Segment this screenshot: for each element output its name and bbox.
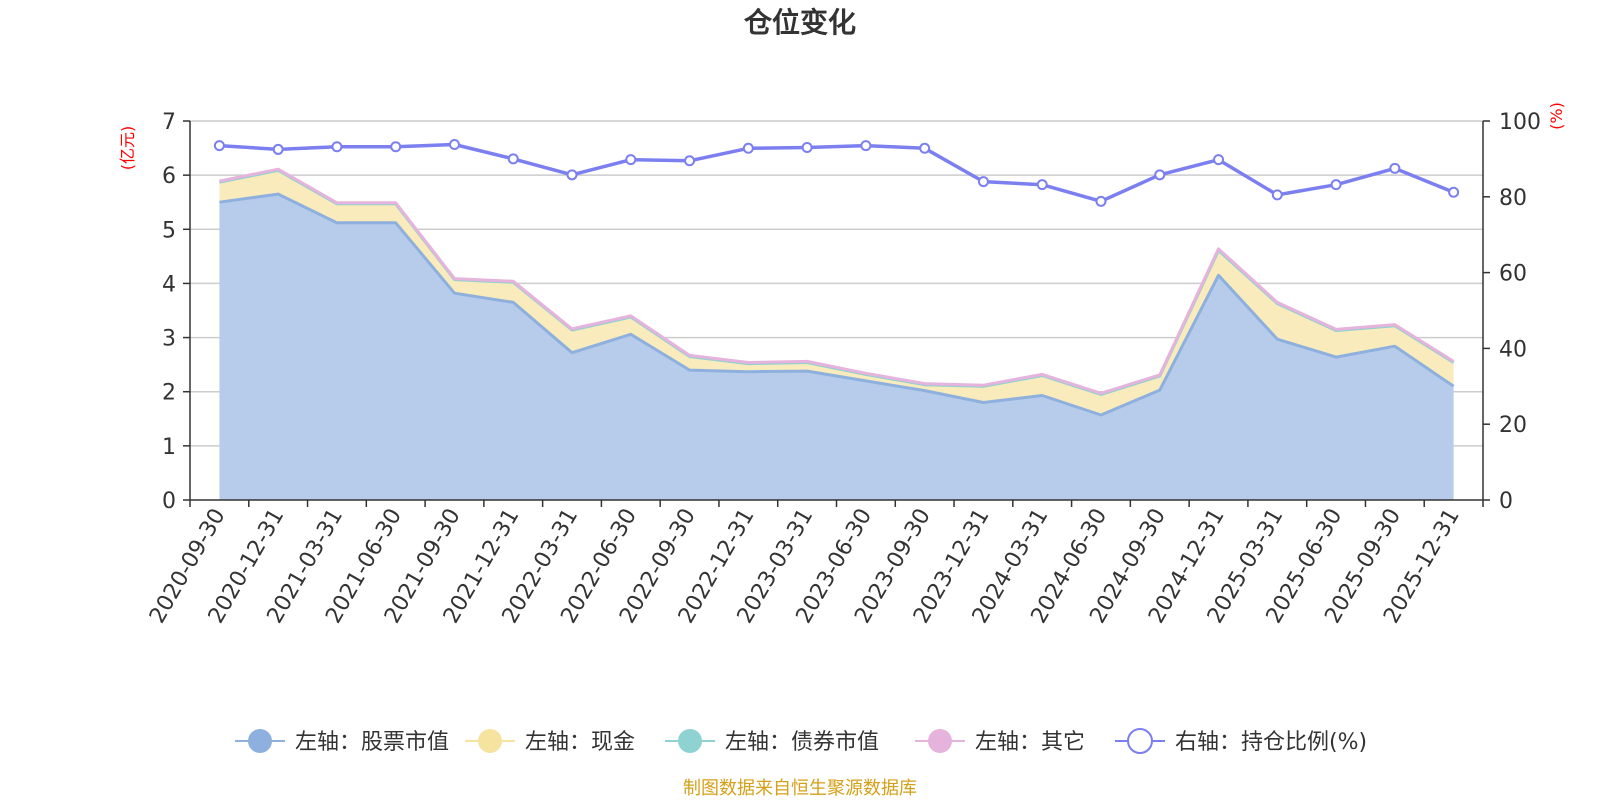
ratio-point: [272, 143, 284, 155]
ratio-point: [566, 169, 578, 181]
ratio-point: [1154, 169, 1166, 181]
left-axis-tick-label: 2: [162, 381, 176, 406]
right-axis-unit: (%): [1547, 102, 1566, 130]
left-axis-tick-label: 3: [162, 327, 176, 352]
ratio-point: [625, 154, 637, 166]
source-note: 制图数据来自恒生聚源数据库: [683, 778, 917, 799]
left-axis-tick-label: 7: [162, 110, 176, 135]
legend-label: 左轴：债券市值: [725, 730, 879, 755]
right-axis-tick-label: 60: [1499, 262, 1527, 287]
ratio-point: [977, 176, 989, 188]
right-axis-line-series: [213, 138, 1460, 207]
right-axis-tick-label: 40: [1499, 337, 1527, 362]
ratio-point: [1213, 154, 1225, 166]
ratio-point: [1389, 162, 1401, 174]
left-axis-tick-label: 5: [162, 218, 176, 243]
legend-item-5: 右轴：持仓比例(%): [1115, 728, 1367, 755]
ratio-point: [390, 141, 402, 153]
area-line-4: [219, 167, 1455, 395]
legend-marker-icon: [478, 729, 502, 753]
legend-marker-icon: [1127, 728, 1153, 754]
left-axis-tick-label: 0: [162, 489, 176, 514]
ratio-point: [213, 140, 225, 152]
right-axis-tick-label: 80: [1499, 186, 1527, 211]
left-axis-tick-label: 1: [162, 435, 176, 460]
ratio-point: [1448, 186, 1460, 198]
right-axis-tick-label: 100: [1499, 110, 1541, 135]
area-1: [219, 194, 1454, 500]
legend-label: 右轴：持仓比例(%): [1175, 730, 1367, 755]
chart-title: 仓位变化: [744, 6, 856, 39]
legend-marker-icon: [928, 729, 952, 753]
area-line-1: [219, 192, 1455, 417]
legend-item-1: 左轴：股票市值: [235, 729, 449, 755]
ratio-point: [919, 142, 931, 154]
right-axis-tick-label: 0: [1499, 489, 1513, 514]
left-axis-unit: (亿元): [118, 126, 137, 171]
legend-item-4: 左轴：其它: [915, 729, 1085, 755]
ratio-line: [219, 142, 1455, 204]
ratio-point: [331, 141, 343, 153]
ratio-point: [684, 155, 696, 167]
legend-label: 左轴：其它: [975, 730, 1085, 755]
legend-label: 左轴：股票市值: [295, 730, 449, 755]
area-2: [219, 170, 1454, 415]
legend: 左轴：股票市值 左轴：现金 左轴：债券市值 左轴：其它 右轴：持仓比例(%): [235, 728, 1367, 755]
left-axis-tick-label: 6: [162, 164, 176, 189]
legend-marker-icon: [248, 729, 272, 753]
left-axis-tick-label: 4: [162, 272, 176, 297]
ratio-point: [1330, 179, 1342, 191]
ratio-point: [860, 140, 872, 152]
ratio-point: [801, 142, 813, 154]
ratio-point: [507, 153, 519, 165]
ratio-point: [448, 138, 460, 150]
legend-label: 左轴：现金: [525, 730, 635, 755]
ratio-point: [1036, 179, 1048, 191]
ratio-point: [1271, 189, 1283, 201]
ratio-point: [1095, 195, 1107, 207]
area-series: [219, 167, 1455, 500]
ratio-point: [742, 142, 754, 154]
legend-marker-icon: [678, 729, 702, 753]
legend-item-2: 左轴：现金: [465, 729, 635, 755]
legend-item-3: 左轴：债券市值: [665, 729, 879, 755]
right-axis-tick-label: 20: [1499, 413, 1527, 438]
